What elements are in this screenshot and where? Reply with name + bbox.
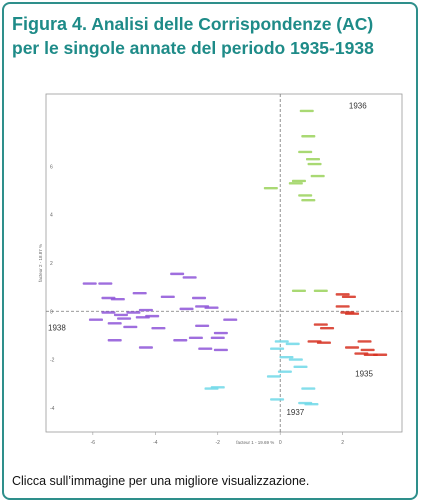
data-point	[213, 331, 228, 335]
data-point	[288, 358, 303, 361]
data-point	[198, 347, 213, 350]
data-point	[270, 398, 285, 401]
data-point	[313, 323, 328, 326]
caption-link[interactable]: Clicca sull’immagine per una migliore vi…	[12, 474, 310, 488]
data-point	[107, 339, 122, 342]
data-point	[301, 387, 316, 390]
y-axis-label: facteur 2 - 18.87 %	[38, 244, 43, 282]
data-point	[291, 179, 306, 183]
y-tick-label: 6	[50, 164, 53, 170]
data-point	[320, 326, 335, 330]
group-label: 1936	[349, 101, 367, 110]
data-point	[145, 314, 160, 318]
data-point	[138, 308, 153, 312]
y-tick-label: -4	[50, 406, 55, 412]
data-point	[301, 199, 316, 202]
plot-frame	[45, 93, 403, 433]
data-point	[298, 194, 313, 197]
correspondence-chart[interactable]: -6 -4 -2 0 2 -4 -2 0 2 4 6 facteur 1 - 19.69 % facte…	[36, 84, 412, 452]
title-line-2: per le singole annate del periodo 1935-1…	[12, 38, 374, 58]
data-point	[299, 109, 314, 113]
data-point	[293, 365, 308, 369]
y-tick-label: 4	[50, 213, 53, 219]
figure-label: Figura 4.	[12, 14, 88, 34]
y-tick-label: 2	[50, 261, 53, 267]
data-point	[101, 311, 116, 314]
data-point	[82, 282, 97, 285]
x-tick-label: 2	[341, 440, 344, 446]
data-point	[210, 386, 225, 389]
x-tick-label: -2	[216, 440, 221, 446]
data-point	[291, 289, 306, 292]
data-point	[204, 306, 219, 309]
data-point	[110, 298, 125, 301]
data-point	[113, 313, 128, 317]
data-point	[270, 347, 285, 350]
data-point	[263, 186, 278, 190]
x-tick-label: 0	[279, 440, 282, 446]
data-point	[306, 157, 320, 161]
data-point	[98, 282, 113, 285]
group-label: 1935	[355, 369, 373, 378]
x-axis-label: facteur 1 - 19.69 %	[236, 440, 274, 445]
group-label: 1937	[286, 408, 304, 417]
data-point	[373, 353, 388, 356]
data-point	[357, 340, 372, 343]
data-point	[316, 341, 331, 344]
data-point	[277, 370, 292, 373]
x-tick-label: -4	[153, 440, 158, 446]
group-label: 1938	[48, 324, 66, 333]
data-point	[345, 346, 360, 349]
data-point	[274, 340, 289, 343]
data-point	[285, 342, 300, 346]
data-point	[126, 311, 141, 314]
data-point	[304, 403, 319, 406]
data-point	[195, 324, 210, 327]
data-point	[117, 317, 132, 320]
data-point	[210, 336, 225, 340]
data-point	[310, 174, 325, 178]
data-point	[335, 305, 350, 308]
chart-svg: -6 -4 -2 0 2 -4 -2 0 2 4 6 facteur 1 - 19.69 % facte…	[38, 93, 403, 446]
data-point	[170, 272, 185, 276]
data-point	[335, 293, 350, 296]
data-point	[298, 150, 313, 154]
data-point	[88, 318, 103, 321]
data-point	[132, 291, 147, 295]
data-point	[266, 375, 281, 378]
y-tick-label: 0	[50, 309, 53, 315]
data-point	[179, 307, 194, 311]
y-tick-label: -2	[50, 358, 55, 364]
data-point	[138, 346, 153, 349]
title-line-1: Analisi delle Corrispondenze (AC)	[91, 14, 374, 34]
data-point	[313, 289, 328, 292]
data-point	[188, 336, 203, 340]
data-point	[360, 348, 375, 352]
x-tick-label: -6	[91, 440, 96, 446]
data-point	[151, 326, 166, 330]
data-point	[213, 348, 228, 352]
data-point	[123, 325, 138, 329]
data-point	[301, 135, 316, 138]
data-point	[160, 295, 175, 298]
figure-title: Figura 4. Analisi delle Corrispondenze (…	[12, 12, 412, 60]
data-point	[192, 296, 207, 300]
data-point	[307, 162, 322, 166]
data-point	[279, 355, 294, 359]
data-point	[288, 182, 303, 185]
data-point	[223, 318, 238, 321]
data-point	[107, 322, 122, 325]
data-point	[182, 276, 197, 279]
data-point	[341, 295, 356, 298]
data-point	[345, 312, 360, 315]
data-point	[173, 339, 188, 342]
